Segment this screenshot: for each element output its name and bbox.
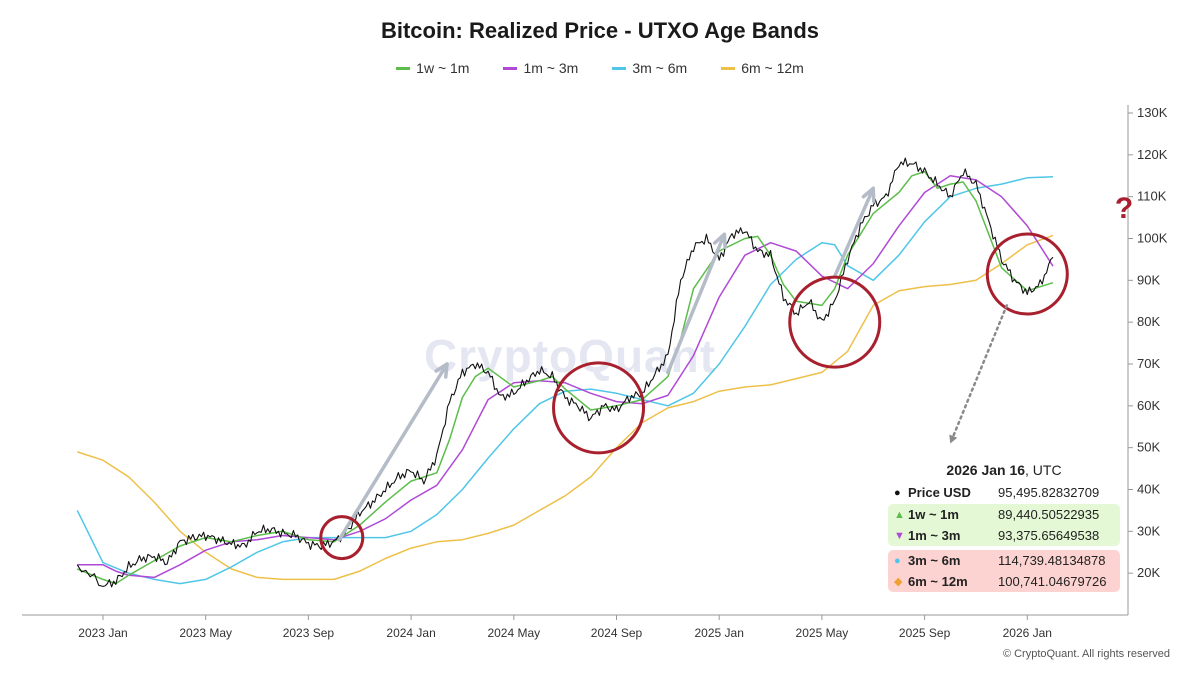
tooltip-series-name: 1w ~ 1m <box>908 507 959 522</box>
legend-item-1m-3m[interactable]: 1m ~ 3m <box>503 60 578 76</box>
data-tooltip: 2026 Jan 16, UTC ● Price USD 95,495.8283… <box>888 462 1120 592</box>
y-tick-label: 110K <box>1137 189 1167 204</box>
y-tick-label: 100K <box>1137 231 1168 246</box>
tooltip-group-short: ▲ 1w ~ 1m 89,440.50522935 ▼ 1m ~ 3m 93,3… <box>888 504 1120 546</box>
triangle-up-icon: ▲ <box>894 508 905 521</box>
tooltip-series-name: 3m ~ 6m <box>908 553 961 568</box>
legend-label: 1m ~ 3m <box>523 60 579 76</box>
price-marker-icon: ● <box>894 486 901 499</box>
tooltip-series-value: 95,495.82832709 <box>998 485 1100 500</box>
tooltip-row-1m-3m: ▼ 1m ~ 3m 93,375.65649538 <box>888 525 1120 546</box>
trend-arrow-line <box>666 232 727 375</box>
series-line-1m-3m <box>77 175 1054 579</box>
tooltip-series-value: 93,375.65649538 <box>998 528 1100 543</box>
y-tick-label: 40K <box>1137 482 1160 497</box>
trend-arrow-head-icon <box>434 362 449 379</box>
chart-series <box>76 157 1054 588</box>
series-line-price-usd <box>76 157 1054 588</box>
tooltip-row-price: ● Price USD 95,495.82832709 <box>888 482 1120 503</box>
highlight-circle <box>319 515 365 561</box>
tooltip-series-value: 89,440.50522935 <box>998 507 1100 522</box>
tooltip-row-1w-1m: ▲ 1w ~ 1m 89,440.50522935 <box>888 504 1120 525</box>
tooltip-date-text: 2026 Jan 16 <box>946 462 1026 478</box>
tooltip-timezone: , UTC <box>1025 462 1062 478</box>
tooltip-series-name: 6m ~ 12m <box>908 574 968 589</box>
tooltip-series-value: 114,739.48134878 <box>998 553 1106 568</box>
x-tick-label: 2023 May <box>179 626 232 640</box>
chart-annotations: ? <box>319 186 1133 561</box>
legend-swatch <box>721 66 736 70</box>
chart-axes: 20K 30K 40K 50K 60K 70K 80K 90K 100K 110K 120K 130K… <box>22 105 1168 640</box>
chart-legend: 1w ~ 1m 1m ~ 3m 3m ~ 6m 6m ~ 12m <box>0 60 1200 76</box>
highlight-circle <box>985 232 1069 316</box>
tooltip-series-value: 100,741.04679726 <box>998 574 1107 589</box>
y-tick-label: 80K <box>1137 314 1160 329</box>
x-tick-label: 2025 May <box>796 626 849 640</box>
tooltip-date: 2026 Jan 16, UTC <box>888 462 1120 478</box>
x-tick-label: 2024 Jan <box>386 626 435 640</box>
trend-arrow-line <box>832 186 875 278</box>
tooltip-series-name: Price USD <box>908 485 971 500</box>
legend-swatch <box>612 66 627 70</box>
x-tick-label: 2023 Jan <box>78 626 127 640</box>
trend-arrow-head-icon <box>712 232 727 250</box>
legend-item-3m-6m[interactable]: 3m ~ 6m <box>612 60 687 76</box>
trend-arrow-line <box>337 362 449 542</box>
legend-item-6m-12m[interactable]: 6m ~ 12m <box>721 60 804 76</box>
y-tick-label: 70K <box>1137 356 1160 371</box>
legend-swatch <box>503 66 518 70</box>
question-mark-annotation: ? <box>1115 192 1133 225</box>
y-tick-label: 90K <box>1137 272 1160 287</box>
x-tick-label: 2024 May <box>487 626 540 640</box>
dotted-pointer-line <box>949 304 1009 445</box>
chart-title: Bitcoin: Realized Price - UTXO Age Bands <box>380 18 820 43</box>
diamond-marker-icon: ◆ <box>894 576 903 588</box>
tooltip-row-3m-6m: ● 3m ~ 6m 114,739.48134878 <box>888 550 1120 571</box>
tooltip-row-6m-12m: ◆ 6m ~ 12m 100,741.04679726 <box>888 571 1120 592</box>
series-line-3m-6m <box>76 176 1054 585</box>
dotted-pointer-head-icon <box>949 434 958 444</box>
x-tick-label: 2023 Sep <box>283 626 335 640</box>
y-tick-label: 60K <box>1137 398 1160 413</box>
y-tick-label: 30K <box>1137 523 1160 538</box>
series-line-6m-12m <box>77 234 1054 581</box>
trend-arrow-head-icon <box>861 186 876 204</box>
triangle-down-icon: ▼ <box>894 529 905 542</box>
x-tick-label: 2024 Sep <box>591 626 643 640</box>
legend-item-1w-1m[interactable]: 1w ~ 1m <box>396 60 469 76</box>
x-tick-label: 2025 Jan <box>695 626 744 640</box>
copyright-text: © CryptoQuant. All rights reserved <box>1002 648 1170 660</box>
x-tick-label: 2025 Sep <box>899 626 951 640</box>
highlight-circle <box>788 275 882 369</box>
y-tick-label: 50K <box>1137 440 1160 455</box>
highlight-circle <box>552 361 646 455</box>
x-tick-label: 2026 Jan <box>1003 626 1052 640</box>
legend-label: 3m ~ 6m <box>632 60 688 76</box>
tooltip-group-long: ● 3m ~ 6m 114,739.48134878 ◆ 6m ~ 12m 10… <box>888 550 1120 592</box>
circle-marker-icon: ● <box>894 554 901 567</box>
y-tick-label: 130K <box>1137 105 1168 120</box>
y-tick-label: 120K <box>1137 147 1168 162</box>
legend-label: 1w ~ 1m <box>416 60 470 76</box>
legend-label: 6m ~ 12m <box>741 60 804 76</box>
y-tick-label: 20K <box>1137 565 1160 580</box>
legend-swatch <box>396 66 411 70</box>
tooltip-series-name: 1m ~ 3m <box>908 528 961 543</box>
